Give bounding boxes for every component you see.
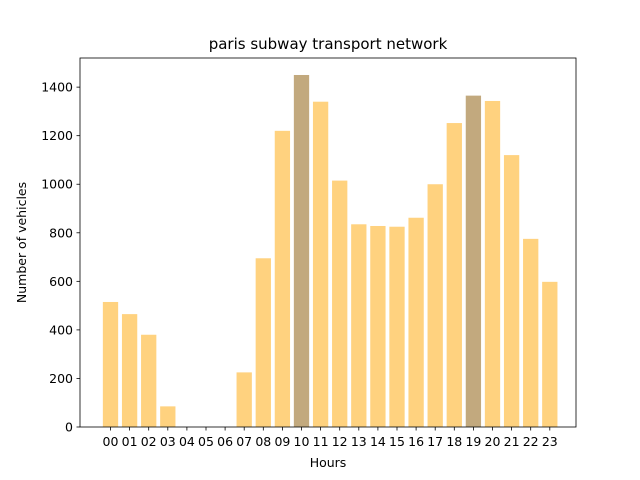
bar-20 <box>484 100 501 427</box>
x-tick-label-05: 05 <box>198 434 214 449</box>
x-tick-label-19: 19 <box>465 434 481 449</box>
y-tick-label-200: 200 <box>49 371 73 386</box>
plot-frame <box>79 57 577 428</box>
bar-01 <box>121 314 138 427</box>
x-tick-label-10: 10 <box>294 434 310 449</box>
x-tick-label-11: 11 <box>313 434 329 449</box>
bar-23 <box>542 281 558 427</box>
y-axis-label: Number of vehicles <box>14 182 29 303</box>
x-tick-label-06: 06 <box>217 434 233 449</box>
x-tick-label-23: 23 <box>542 434 558 449</box>
bar-03 <box>160 406 176 427</box>
y-axis: 0 200 400 600 800 1000 1200 1400 <box>41 80 80 435</box>
x-tick-label-00: 00 <box>103 434 119 449</box>
x-axis-label: Hours <box>310 455 347 470</box>
x-tick-label-20: 20 <box>485 434 501 449</box>
y-tick-label-1200: 1200 <box>41 128 73 143</box>
y-tick-label-800: 800 <box>49 225 73 240</box>
bar-13 <box>351 224 367 427</box>
x-tick-label-18: 18 <box>446 434 462 449</box>
y-tick-label-400: 400 <box>49 322 73 337</box>
x-tick-label-04: 04 <box>179 434 195 449</box>
x-axis: 00 01 02 03 04 05 06 07 08 09 10 11 12 13 14 15 16 17 18 19… <box>103 427 558 449</box>
y-tick-label-1000: 1000 <box>41 177 73 192</box>
bar-09 <box>274 130 291 427</box>
bar-11 <box>312 101 329 427</box>
x-tick-label-13: 13 <box>351 434 367 449</box>
x-tick-label-17: 17 <box>427 434 443 449</box>
x-tick-label-07: 07 <box>236 434 252 449</box>
bar-15 <box>389 226 405 427</box>
bar-17 <box>427 184 443 427</box>
bar-00 <box>102 301 119 427</box>
x-tick-label-22: 22 <box>523 434 539 449</box>
bar-18 <box>446 123 462 427</box>
x-tick-label-03: 03 <box>160 434 176 449</box>
x-tick-label-14: 14 <box>370 434 386 449</box>
x-tick-label-01: 01 <box>122 434 138 449</box>
y-tick-label-600: 600 <box>49 274 73 289</box>
x-tick-label-21: 21 <box>504 434 520 449</box>
bars-group <box>102 74 558 428</box>
bar-22 <box>523 238 539 427</box>
x-tick-label-09: 09 <box>274 434 290 449</box>
bar-12 <box>332 180 348 427</box>
bar-02 <box>141 334 157 427</box>
bar-16 <box>408 217 424 427</box>
bar-10 <box>293 74 310 428</box>
x-tick-label-02: 02 <box>141 434 157 449</box>
y-tick-label-1400: 1400 <box>41 80 73 95</box>
x-tick-label-12: 12 <box>332 434 348 449</box>
chart-title: paris subway transport network <box>209 35 448 53</box>
bar-07 <box>236 372 252 427</box>
bar-14 <box>370 225 386 427</box>
y-tick-label-0: 0 <box>65 420 73 435</box>
bar-19 <box>465 95 482 427</box>
bar-08 <box>255 258 271 427</box>
x-tick-label-15: 15 <box>389 434 405 449</box>
bar-21 <box>503 155 520 428</box>
x-tick-label-16: 16 <box>408 434 424 449</box>
x-tick-label-08: 08 <box>255 434 271 449</box>
